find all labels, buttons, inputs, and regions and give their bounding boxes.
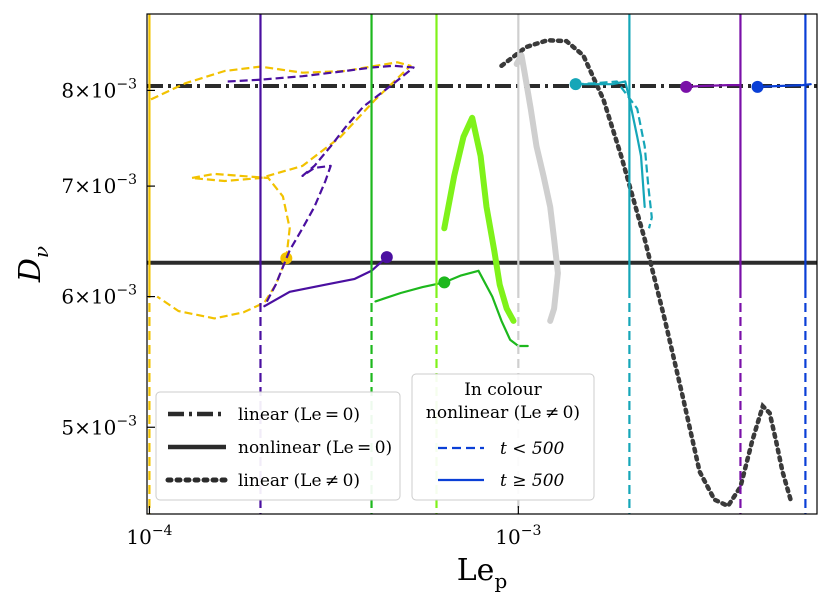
sim-3-late	[441, 114, 517, 324]
legend-right: In colour nonlinear (Le ≠ 0) t < 500 t ≥ 50…	[411, 373, 595, 501]
legend-right-title-1: In colour	[464, 380, 542, 400]
sim-4-late	[513, 52, 561, 324]
sim-5-late	[574, 80, 646, 208]
linear-Le-nonzero-curve	[499, 37, 794, 509]
legend-left-label-0: linear (Le = 0)	[238, 405, 360, 425]
x-tick-label-1: 10−3	[495, 523, 541, 549]
legend-left-label-2: linear (Le ≠ 0)	[238, 471, 360, 491]
sim-7-late	[756, 83, 812, 88]
legend-right-label-0: t < 500	[500, 439, 565, 459]
x-axis-label: Lep	[457, 553, 508, 593]
legend-right-box	[411, 373, 595, 501]
sim-7-marker	[751, 80, 764, 93]
sim-1-marker	[380, 251, 393, 264]
x-tick-label-0: 10−4	[126, 523, 172, 549]
y-tick-label-3: 8×10−3	[61, 76, 137, 102]
sim-6-marker	[680, 80, 693, 93]
y-tick-label-1: 6×10−3	[61, 283, 137, 309]
sim-0-marker	[280, 252, 293, 265]
sim-2-late	[374, 269, 529, 348]
sim-0-early	[150, 61, 412, 320]
y-axis-label: Dν	[13, 246, 53, 283]
axes: 10−4 10−3 5×10−3 6×10−3 7×10−3 8×10−3 Lep Dν	[13, 76, 541, 593]
plot-frame	[146, 13, 818, 515]
sim-1-early	[227, 64, 415, 307]
y-tick-label-0: 5×10−3	[61, 413, 137, 439]
sim-2-marker	[438, 276, 451, 289]
legend-left-box	[155, 391, 401, 501]
y-tick-label-2: 7×10−3	[61, 172, 137, 198]
legend-right-title-2: nonlinear (Le ≠ 0)	[426, 403, 580, 423]
sim-1-late	[263, 256, 388, 308]
legend-left-label-1: nonlinear (Le = 0)	[238, 438, 392, 458]
legend-right-label-1: t ≥ 500	[500, 471, 565, 491]
legend-left: linear (Le = 0) nonlinear (Le = 0) linear …	[155, 391, 401, 501]
sim-6-late	[684, 83, 742, 88]
sim-5-marker	[569, 78, 582, 91]
